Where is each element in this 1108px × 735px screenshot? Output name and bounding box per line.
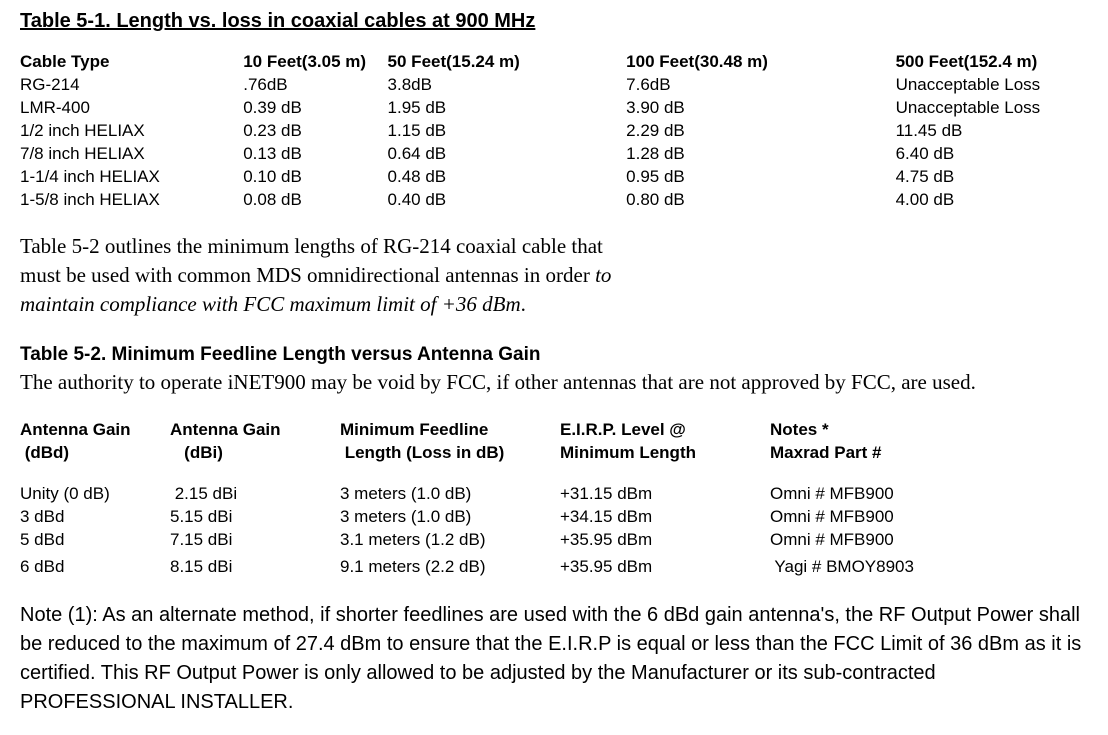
cell: +31.15 dBm xyxy=(560,483,770,506)
table1-header: 10 Feet(3.05 m) xyxy=(243,51,387,74)
cell: 0.40 dB xyxy=(388,189,627,212)
cell: 0.48 dB xyxy=(388,166,627,189)
cell: +34.15 dBm xyxy=(560,506,770,529)
table2-header-row2: (dBd) (dBi) Length (Loss in dB) Minimum … xyxy=(20,442,1088,465)
table-row: 3 dBd 5.15 dBi 3 meters (1.0 dB) +34.15 … xyxy=(20,506,1088,529)
cell: 2.15 dBi xyxy=(170,483,340,506)
table-row: 1-5/8 inch HELIAX 0.08 dB 0.40 dB 0.80 d… xyxy=(20,189,1088,212)
cell: 0.95 dB xyxy=(626,166,895,189)
para-text-italic: maintain compliance with FCC maximum lim… xyxy=(20,292,521,316)
cell: 7.15 dBi xyxy=(170,529,340,552)
cell: 9.1 meters (2.2 dB) xyxy=(340,556,560,579)
cell: 4.75 dB xyxy=(896,166,1088,189)
cell: 6 dBd xyxy=(20,556,170,579)
cell: 0.23 dB xyxy=(243,120,387,143)
table2-header: Length (Loss in dB) xyxy=(340,442,560,465)
table2-title: Table 5-2. Minimum Feedline Length versu… xyxy=(20,344,1088,366)
cell: 5 dBd xyxy=(20,529,170,552)
cell: 6.40 dB xyxy=(896,143,1088,166)
cell: Omni # MFB900 xyxy=(770,529,990,552)
table2-header: Minimum Feedline xyxy=(340,419,560,442)
cell: 3.8dB xyxy=(388,74,627,97)
table2-subtitle: The authority to operate iNET900 may be … xyxy=(20,368,1088,397)
cell: 3.1 meters (1.2 dB) xyxy=(340,529,560,552)
table1-header: 500 Feet(152.4 m) xyxy=(896,51,1088,74)
cell: Yagi # BMOY8903 xyxy=(770,556,990,579)
cell: 1-5/8 inch HELIAX xyxy=(20,189,243,212)
cell: 1.28 dB xyxy=(626,143,895,166)
cell: 1-1/4 inch HELIAX xyxy=(20,166,243,189)
cell: 5.15 dBi xyxy=(170,506,340,529)
cell: 0.10 dB xyxy=(243,166,387,189)
cell: RG-214 xyxy=(20,74,243,97)
table2-header: Notes * xyxy=(770,419,990,442)
cell: 0.08 dB xyxy=(243,189,387,212)
cell: Unity (0 dB) xyxy=(20,483,170,506)
cell: 7/8 inch HELIAX xyxy=(20,143,243,166)
cell: 0.13 dB xyxy=(243,143,387,166)
table-row: Unity (0 dB) 2.15 dBi 3 meters (1.0 dB) … xyxy=(20,483,1088,506)
table2-header: (dBd) xyxy=(20,442,170,465)
table1-header: Cable Type xyxy=(20,51,243,74)
table2-header: Antenna Gain xyxy=(20,419,170,442)
cell: .76dB xyxy=(243,74,387,97)
table2-header: Minimum Length xyxy=(560,442,770,465)
cell: 11.45 dB xyxy=(896,120,1088,143)
cell: 0.80 dB xyxy=(626,189,895,212)
table-row: LMR-400 0.39 dB 1.95 dB 3.90 dB Unaccept… xyxy=(20,97,1088,120)
table-row: RG-214 .76dB 3.8dB 7.6dB Unacceptable Lo… xyxy=(20,74,1088,97)
cell: 0.39 dB xyxy=(243,97,387,120)
table1: Cable Type 10 Feet(3.05 m) 50 Feet(15.24… xyxy=(20,51,1088,212)
table-row: 7/8 inch HELIAX 0.13 dB 0.64 dB 1.28 dB … xyxy=(20,143,1088,166)
cell: 1.15 dB xyxy=(388,120,627,143)
para-text: Table 5-2 outlines the minimum lengths o… xyxy=(20,234,603,258)
cell: 1/2 inch HELIAX xyxy=(20,120,243,143)
cell: 4.00 dB xyxy=(896,189,1088,212)
cell: 3.90 dB xyxy=(626,97,895,120)
table-row: 6 dBd 8.15 dBi 9.1 meters (2.2 dB) +35.9… xyxy=(20,556,1088,579)
table2-header: Antenna Gain xyxy=(170,419,340,442)
table2-header-block: Antenna Gain Antenna Gain Minimum Feedli… xyxy=(20,419,1088,465)
table2-header: (dBi) xyxy=(170,442,340,465)
cell: 0.64 dB xyxy=(388,143,627,166)
table2: Antenna Gain Antenna Gain Minimum Feedli… xyxy=(20,419,1088,579)
table-row: 1-1/4 inch HELIAX 0.10 dB 0.48 dB 0.95 d… xyxy=(20,166,1088,189)
paragraph-1: Table 5-2 outlines the minimum lengths o… xyxy=(20,232,1088,320)
cell: 3 meters (1.0 dB) xyxy=(340,506,560,529)
table1-header: 100 Feet(30.48 m) xyxy=(626,51,895,74)
cell: Omni # MFB900 xyxy=(770,506,990,529)
cell: 1.95 dB xyxy=(388,97,627,120)
table1-title: Table 5-1. Length vs. loss in coaxial ca… xyxy=(20,10,1088,33)
cell: 8.15 dBi xyxy=(170,556,340,579)
para-text-italic: to xyxy=(595,263,611,287)
cell: Unacceptable Loss xyxy=(896,97,1088,120)
cell: 3 meters (1.0 dB) xyxy=(340,483,560,506)
cell: 2.29 dB xyxy=(626,120,895,143)
para-text: must be used with common MDS omnidirecti… xyxy=(20,263,595,287)
cell: LMR-400 xyxy=(20,97,243,120)
cell: 3 dBd xyxy=(20,506,170,529)
table-row: 5 dBd 7.15 dBi 3.1 meters (1.2 dB) +35.9… xyxy=(20,529,1088,552)
para-text: . xyxy=(521,292,526,316)
cell: +35.95 dBm xyxy=(560,529,770,552)
table1-header-row: Cable Type 10 Feet(3.05 m) 50 Feet(15.24… xyxy=(20,51,1088,74)
table2-header: Maxrad Part # xyxy=(770,442,990,465)
table-row: 1/2 inch HELIAX 0.23 dB 1.15 dB 2.29 dB … xyxy=(20,120,1088,143)
cell: Omni # MFB900 xyxy=(770,483,990,506)
cell: Unacceptable Loss xyxy=(896,74,1088,97)
note-1: Note (1): As an alternate method, if sho… xyxy=(20,601,1088,717)
table2-header: E.I.R.P. Level @ xyxy=(560,419,770,442)
table2-header-row1: Antenna Gain Antenna Gain Minimum Feedli… xyxy=(20,419,1088,442)
cell: 7.6dB xyxy=(626,74,895,97)
table1-header: 50 Feet(15.24 m) xyxy=(388,51,627,74)
cell: +35.95 dBm xyxy=(560,556,770,579)
